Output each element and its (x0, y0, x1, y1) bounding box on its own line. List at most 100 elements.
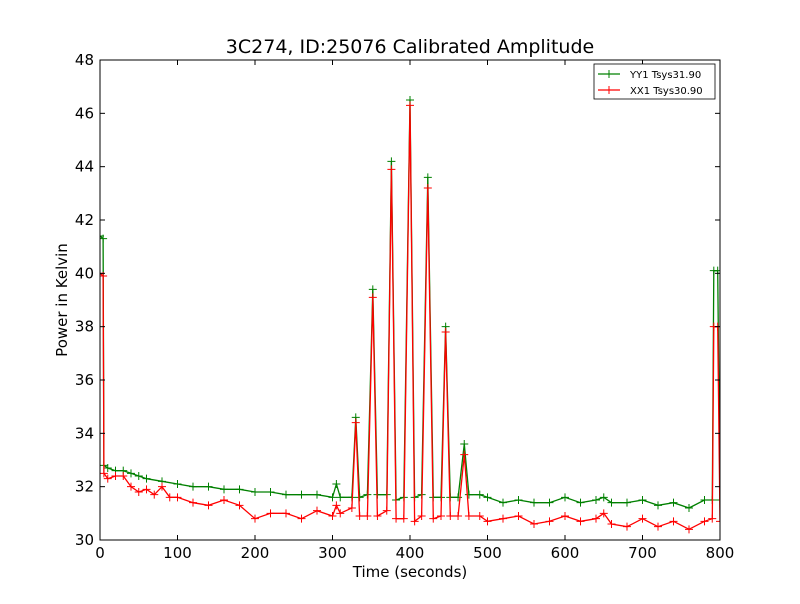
data-point-1-43 (454, 512, 463, 520)
x-tick-label: 600 (551, 544, 580, 562)
data-point-1-5 (119, 472, 128, 480)
data-point-0-30 (387, 157, 396, 166)
x-tick-label: 800 (706, 544, 735, 562)
legend-label-1: XX1 Tsys30.90 (630, 86, 703, 97)
x-tick-label: 700 (628, 544, 657, 562)
data-point-1-14 (204, 501, 213, 510)
data-point-1-2 (100, 469, 108, 478)
data-point-1-56 (607, 520, 616, 528)
data-point-1-4 (111, 472, 120, 480)
data-point-1-34 (399, 514, 408, 523)
data-point-0-18 (297, 490, 306, 499)
x-tick-label: 500 (473, 544, 502, 562)
data-point-1-46 (475, 512, 484, 520)
data-point-1-55 (599, 509, 608, 518)
data-point-1-18 (266, 509, 275, 518)
y-tick-label: 32 (75, 478, 94, 496)
data-point-0-56 (638, 496, 647, 504)
x-tick-label: 300 (318, 544, 347, 562)
data-point-0-41 (454, 493, 463, 502)
data-point-1-3 (103, 474, 112, 483)
data-point-1-44 (460, 450, 469, 459)
data-point-0-11 (189, 482, 197, 491)
data-point-0-50 (561, 493, 569, 502)
y-tick-label: 30 (75, 531, 94, 549)
data-point-0-21 (332, 480, 341, 488)
data-point-0-54 (607, 498, 616, 507)
y-tick-label: 48 (75, 51, 94, 69)
data-point-1-62 (700, 517, 709, 526)
data-point-1-8 (142, 485, 151, 494)
data-point-0-45 (483, 493, 492, 502)
data-point-0-7 (134, 472, 143, 480)
data-point-1-61 (685, 525, 693, 534)
data-point-0-6 (127, 469, 135, 478)
data-point-1-47 (483, 517, 492, 526)
data-point-1-13 (189, 498, 197, 507)
data-point-0-20 (328, 493, 337, 502)
y-tick-label: 40 (75, 264, 94, 282)
data-point-1-12 (173, 493, 182, 502)
data-point-1-52 (561, 512, 569, 520)
data-point-0-53 (599, 493, 608, 502)
data-point-1-42 (446, 512, 455, 520)
data-point-1-31 (382, 506, 391, 515)
data-point-1-49 (514, 512, 523, 520)
data-point-1-48 (499, 514, 507, 523)
data-point-1-39 (429, 514, 438, 523)
data-point-0-51 (576, 498, 585, 507)
data-point-1-59 (654, 522, 662, 531)
y-tick-label: 42 (75, 211, 94, 229)
data-point-0-60 (700, 496, 709, 504)
data-point-0-64 (716, 496, 720, 504)
y-tick-label: 34 (75, 424, 94, 442)
data-point-1-54 (592, 514, 600, 523)
y-tick-label: 46 (75, 104, 94, 122)
data-point-0-16 (266, 488, 275, 496)
data-point-0-44 (475, 490, 484, 499)
data-point-1-37 (417, 512, 426, 520)
data-point-0-14 (235, 485, 244, 494)
data-point-1-35 (406, 101, 414, 110)
data-point-0-19 (313, 490, 321, 499)
data-point-1-33 (392, 514, 401, 523)
data-point-1-40 (437, 512, 445, 520)
data-point-1-28 (363, 512, 372, 520)
series-line-1 (100, 105, 720, 531)
chart-title: 3C274, ID:25076 Calibrated Amplitude (226, 36, 594, 58)
data-point-1-23 (332, 501, 341, 510)
x-tick-label: 200 (241, 544, 270, 562)
data-point-0-48 (530, 498, 538, 507)
data-point-1-50 (530, 520, 538, 528)
data-point-0-36 (423, 173, 432, 182)
data-point-0-25 (355, 493, 364, 502)
data-point-0-17 (282, 490, 290, 499)
data-point-1-58 (638, 514, 647, 523)
data-point-1-30 (373, 512, 382, 520)
x-tick-label: 400 (396, 544, 425, 562)
data-point-0-10 (173, 480, 182, 488)
data-point-1-9 (150, 490, 159, 499)
legend-marker-0 (605, 70, 613, 78)
data-point-0-8 (142, 474, 151, 483)
data-point-1-36 (410, 517, 419, 526)
data-point-1-22 (328, 512, 337, 520)
data-point-0-59 (685, 504, 693, 512)
data-point-1-41 (441, 328, 450, 336)
series-1 (100, 101, 720, 534)
data-point-1-11 (165, 493, 174, 502)
data-point-0-46 (499, 498, 507, 507)
data-point-1-26 (351, 418, 360, 427)
y-tick-label: 36 (75, 371, 94, 389)
data-point-0-43 (464, 490, 473, 499)
data-point-1-24 (336, 509, 345, 518)
data-point-1-10 (158, 482, 166, 491)
legend-marker-1 (605, 86, 613, 94)
y-tick-label: 44 (75, 158, 94, 176)
data-point-1-17 (251, 514, 259, 523)
data-point-1-27 (355, 512, 364, 520)
data-point-1-25 (347, 504, 356, 512)
legend-label-0: YY1 Tsys31.90 (629, 70, 701, 81)
data-point-1-45 (464, 512, 473, 520)
